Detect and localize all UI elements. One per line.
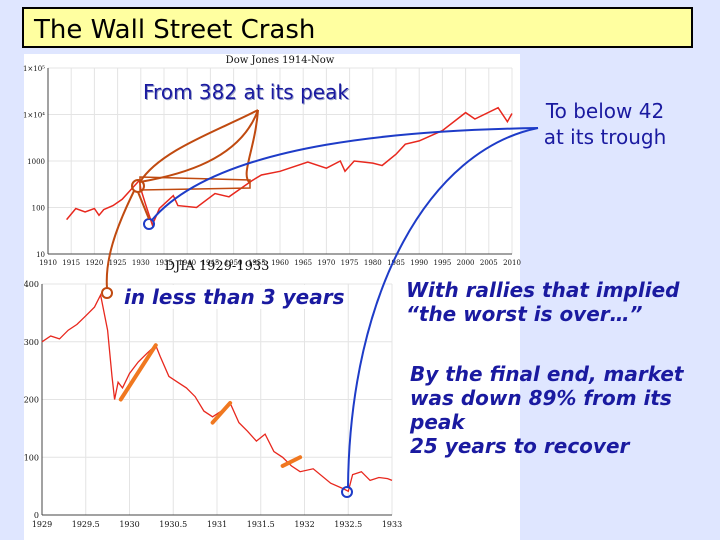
top-x-tick-label: 1965: [294, 259, 312, 267]
title-box: The Wall Street Crash: [22, 7, 693, 48]
top-x-tick-label: 1985: [387, 259, 405, 267]
peak-connector-curve-b: [139, 109, 259, 183]
peak-marker-bottom: [101, 287, 113, 299]
top-x-tick-label: 1955: [248, 259, 266, 267]
top-x-tick-label: 2000: [457, 259, 475, 267]
rally-highlight: [118, 343, 158, 402]
top-x-tick-label: 1945: [201, 259, 219, 267]
annotation-connectors: [101, 109, 539, 498]
final-callout-line2: was down 89% from its: [410, 386, 672, 410]
bottom-y-tick-label: 400: [24, 280, 39, 289]
top-y-tick-label: 100: [32, 205, 45, 213]
bottom-x-tick-label: 1932: [294, 520, 314, 529]
bottom-series-line: [41, 293, 393, 493]
top-chart-title: Dow Jones 1914-Now: [226, 55, 335, 66]
bottom-x-tick-label: 1929.5: [72, 520, 100, 529]
top-x-tick-label: 1940: [178, 259, 196, 267]
top-y-tick-label: 1000: [27, 158, 45, 166]
slide-title: The Wall Street Crash: [34, 15, 316, 45]
rallies-callout: With rallies that implied “the worst is …: [406, 278, 706, 326]
top-x-tick-label: 2010: [503, 259, 521, 267]
bottom-chart-title: DJIA 1929-1933: [165, 259, 270, 274]
dow-jones-chart: Dow Jones 1914-Now 1910 1915 1920 1925 1930 19…: [23, 55, 521, 267]
bottom-x-tick-label: 1932.5: [334, 520, 362, 529]
peak-connector-curve-a: [139, 109, 259, 183]
top-x-tick-label: 1925: [109, 259, 127, 267]
rally-highlight: [280, 455, 303, 468]
top-x-tick-label: 1930: [132, 259, 150, 267]
bottom-y-tick-label: 200: [24, 396, 39, 405]
top-x-tick-label: 1910: [39, 259, 57, 267]
bottom-x-tick-label: 1930: [119, 520, 139, 529]
final-callout-line3: peak: [410, 410, 465, 434]
bottom-y-tick-label: 100: [24, 453, 39, 462]
peak-callout: From 382 at its peak: [143, 80, 349, 104]
final-callout-line4: 25 years to recover: [410, 434, 630, 458]
bottom-x-tick-label: 1929: [32, 520, 52, 529]
top-x-tick-label: 1980: [364, 259, 382, 267]
top-x-tick-label: 1960: [271, 259, 289, 267]
top-x-tick-label: 1995: [433, 259, 451, 267]
bottom-x-tick-label: 1931: [207, 520, 227, 529]
top-x-tick-label: 1950: [225, 259, 243, 267]
bottom-x-tick-label: 1930.5: [159, 520, 187, 529]
top-x-tick-label: 1915: [62, 259, 80, 267]
trough-marker-bottom: [341, 486, 353, 498]
rallies-callout-line1: With rallies that implied: [406, 278, 680, 302]
bottom-x-tick-label: 1931.5: [247, 520, 275, 529]
final-callout: By the final end, market was down 89% fr…: [410, 362, 710, 458]
trough-connector-top: [151, 127, 539, 221]
bottom-x-tick-label: 1933: [382, 520, 402, 529]
trough-callout: To below 42 at its trough: [520, 98, 690, 150]
less-than-callout: in less than 3 years: [122, 285, 347, 309]
peak-to-trough-line: [137, 191, 150, 220]
top-y-tick-label: 1×10⁴: [23, 112, 45, 120]
top-x-tick-label: 1975: [341, 259, 359, 267]
peak-band: [139, 176, 251, 191]
trough-callout-line2: at its trough: [543, 125, 667, 149]
final-callout-line1: By the final end, market: [410, 362, 684, 386]
top-x-tick-label: 2005: [480, 259, 498, 267]
top-x-tick-label: 1935: [155, 259, 173, 267]
trough-callout-line1: To below 42: [545, 99, 665, 123]
rallies-callout-line2: “the worst is over…”: [406, 302, 643, 326]
top-y-tick-label: 10: [36, 251, 45, 259]
rally-highlight: [210, 400, 233, 425]
top-x-tick-label: 1970: [317, 259, 335, 267]
top-x-tick-label: 1990: [410, 259, 428, 267]
top-x-tick-label: 1920: [85, 259, 103, 267]
bottom-y-tick-label: 0: [34, 511, 39, 520]
top-y-tick-label: 1×10⁵: [23, 65, 45, 73]
bottom-y-tick-label: 300: [24, 338, 39, 347]
trough-connector-bottom: [347, 127, 539, 488]
peak-to-bottom-connector: [105, 190, 135, 289]
